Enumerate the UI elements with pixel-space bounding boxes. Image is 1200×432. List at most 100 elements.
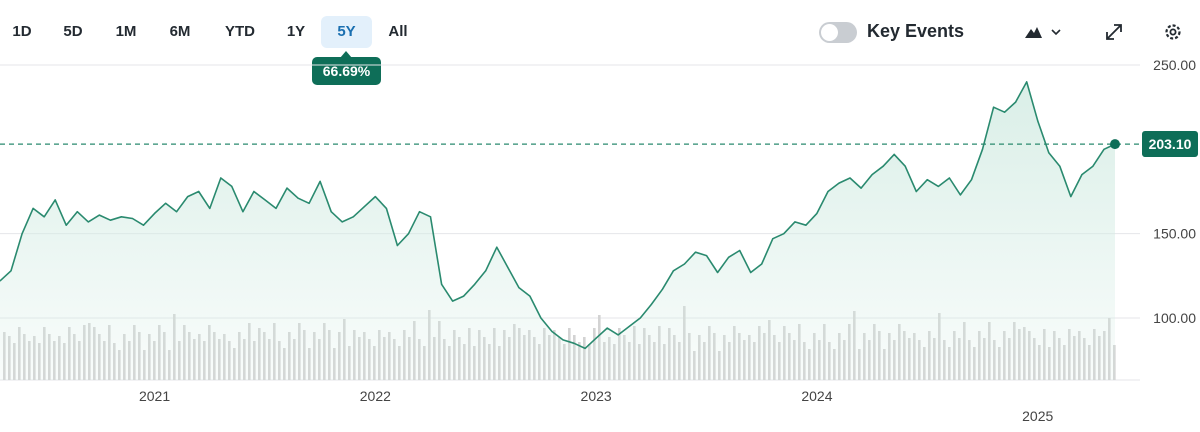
data-point: [209, 207, 211, 209]
data-point: [1103, 148, 1105, 150]
data-point: [0, 280, 1, 282]
data-point: [43, 216, 45, 218]
range-5y-button[interactable]: 5Y: [321, 16, 372, 48]
data-point: [606, 327, 608, 329]
data-point: [242, 211, 244, 213]
data-point: [1081, 174, 1083, 176]
data-point: [937, 185, 939, 188]
data-point: [385, 207, 387, 209]
data-point: [363, 206, 365, 208]
data-point: [904, 165, 906, 167]
data-point: [694, 251, 697, 253]
data-point: [871, 174, 873, 176]
data-point: [683, 263, 686, 265]
last-price-label: 203.10: [1142, 131, 1198, 157]
data-point: [617, 334, 619, 336]
data-point: [584, 347, 586, 349]
data-point: [827, 190, 829, 193]
range-all-button[interactable]: All: [388, 23, 408, 40]
data-point: [518, 287, 520, 289]
data-point: [297, 197, 299, 199]
range-1m-button[interactable]: 1M: [115, 23, 137, 40]
x-tick-label: 2021: [139, 388, 170, 404]
data-point: [948, 177, 951, 179]
toggle-knob: [821, 24, 838, 41]
data-point: [253, 190, 255, 193]
data-point: [440, 283, 443, 285]
data-point: [838, 182, 840, 184]
data-point: [264, 199, 266, 201]
data-point: [275, 207, 277, 209]
data-point: [783, 233, 785, 235]
data-point: [418, 211, 421, 213]
price-area: [0, 81, 1115, 381]
data-point: [728, 256, 730, 258]
settings-button[interactable]: [1158, 18, 1188, 46]
data-point: [639, 317, 641, 319]
range-1d-button[interactable]: 1D: [12, 23, 32, 40]
data-point: [1004, 111, 1006, 113]
data-point: [926, 179, 928, 181]
last-price-dot: [1110, 139, 1120, 150]
data-point: [661, 288, 663, 290]
key-events-toggle[interactable]: [819, 22, 857, 43]
data-point: [1092, 165, 1094, 167]
data-point: [992, 106, 995, 108]
data-point: [32, 207, 34, 209]
expand-button[interactable]: [1100, 18, 1130, 46]
range-ytd-button[interactable]: YTD: [225, 23, 255, 40]
data-point: [142, 224, 145, 226]
data-point: [429, 216, 432, 218]
data-point: [98, 214, 100, 216]
data-point: [231, 185, 233, 188]
chevron-down-icon: [1051, 29, 1061, 36]
x-tick-label: 2022: [360, 388, 391, 404]
data-point: [330, 211, 332, 213]
data-point: [750, 271, 752, 274]
data-point: [507, 266, 509, 268]
x-tick-label: 2025: [1022, 408, 1053, 424]
data-point: [805, 224, 807, 226]
data-point: [628, 325, 630, 328]
y-tick-label: 150.00: [1153, 226, 1196, 242]
data-point: [1037, 120, 1039, 122]
data-point: [187, 195, 189, 198]
data-point: [396, 244, 399, 247]
data-point: [816, 212, 818, 215]
range-5d-button[interactable]: 5D: [63, 23, 83, 40]
data-point: [198, 190, 200, 193]
data-point: [1015, 101, 1017, 103]
data-point: [540, 317, 542, 319]
data-point: [452, 300, 454, 302]
data-point: [562, 339, 564, 341]
data-point: [1048, 152, 1050, 154]
data-point: [573, 342, 575, 344]
data-point: [54, 199, 56, 201]
data-point: [893, 153, 895, 155]
data-point: [860, 187, 862, 189]
toolbar: 1D 5D 1M 6M YTD 1Y 5Y All 66.69% Key Eve…: [0, 0, 1200, 85]
gear-icon: [1165, 24, 1181, 40]
y-tick-label: 250.00: [1153, 57, 1196, 73]
data-point: [672, 270, 675, 272]
data-point: [1026, 81, 1028, 83]
range-6m-button[interactable]: 6M: [169, 23, 191, 40]
data-point: [794, 221, 796, 223]
data-point: [761, 263, 763, 265]
chart-type-button[interactable]: [1022, 18, 1066, 46]
y-tick-label: 100.00: [1153, 310, 1196, 326]
data-point: [286, 187, 288, 189]
data-point: [1059, 165, 1061, 167]
data-point: [650, 303, 652, 306]
x-tick-label: 2024: [801, 388, 832, 404]
data-point: [319, 180, 321, 182]
data-point: [76, 211, 78, 213]
expand-icon: [1106, 24, 1122, 40]
data-point: [485, 270, 487, 272]
data-point: [87, 221, 89, 223]
data-point: [970, 179, 973, 181]
change-pill-caret: [340, 51, 352, 58]
range-1y-button[interactable]: 1Y: [286, 23, 306, 40]
data-point: [496, 246, 498, 248]
